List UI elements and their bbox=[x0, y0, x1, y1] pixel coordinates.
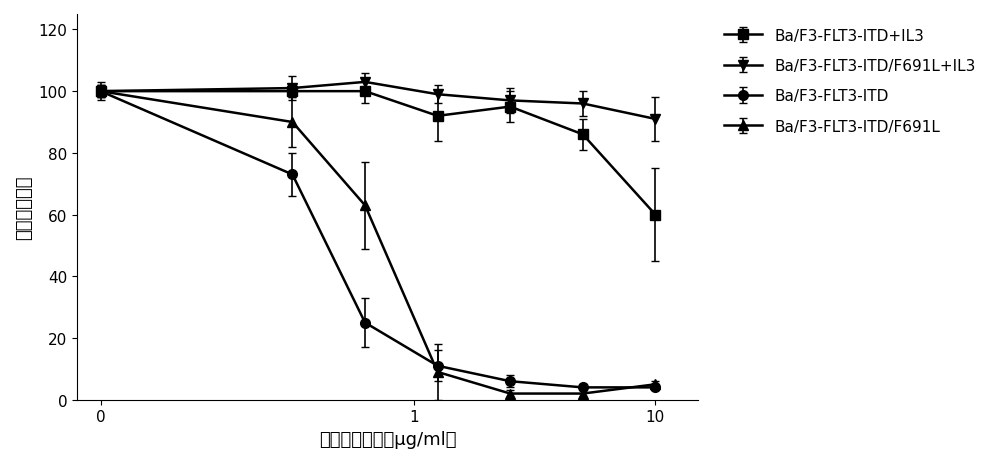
X-axis label: 异甘草素浓度（μg/ml）: 异甘草素浓度（μg/ml） bbox=[319, 430, 456, 448]
Y-axis label: 细胞存活率％: 细胞存活率％ bbox=[15, 175, 33, 239]
Legend: Ba/F3-FLT3-ITD+IL3, Ba/F3-FLT3-ITD/F691L+IL3, Ba/F3-FLT3-ITD, Ba/F3-FLT3-ITD/F69: Ba/F3-FLT3-ITD+IL3, Ba/F3-FLT3-ITD/F691L… bbox=[718, 23, 982, 140]
